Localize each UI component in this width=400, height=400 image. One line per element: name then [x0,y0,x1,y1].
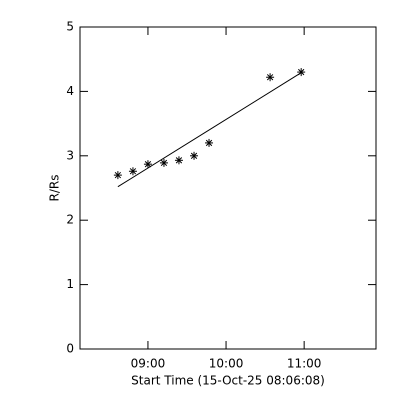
asterisk-stroke [114,171,122,179]
y-tick-label: 4 [66,84,74,98]
data-point [266,73,275,82]
data-point [174,156,183,165]
data-point [205,138,214,147]
asterisk-stroke [190,152,198,159]
fit-line [117,72,302,188]
data-point [143,160,152,169]
y-axis-label: R/Rs [48,175,62,202]
y-tick-label: 1 [66,277,74,291]
asterisk-stroke [205,139,213,147]
asterisk-stroke [144,161,152,168]
asterisk-stroke [129,168,137,175]
data-point [113,171,122,180]
asterisk-stroke [175,157,183,164]
data-point [128,167,137,176]
asterisk-stroke [266,74,274,81]
data-point [190,151,199,160]
y-tick-label: 3 [66,148,74,162]
x-tick-label: 09:00 [131,357,166,371]
x-tick-label: 11:00 [287,357,322,371]
asterisk-stroke [160,159,168,167]
x-tick-label: 10:00 [209,357,244,371]
y-tick-label: 0 [66,342,74,356]
y-tick-label: 5 [66,20,74,34]
data-point [159,158,168,167]
y-tick-label: 2 [66,213,74,227]
plot-frame [79,26,377,350]
x-axis-label: Start Time (15-Oct-25 08:06:08) [131,374,325,388]
